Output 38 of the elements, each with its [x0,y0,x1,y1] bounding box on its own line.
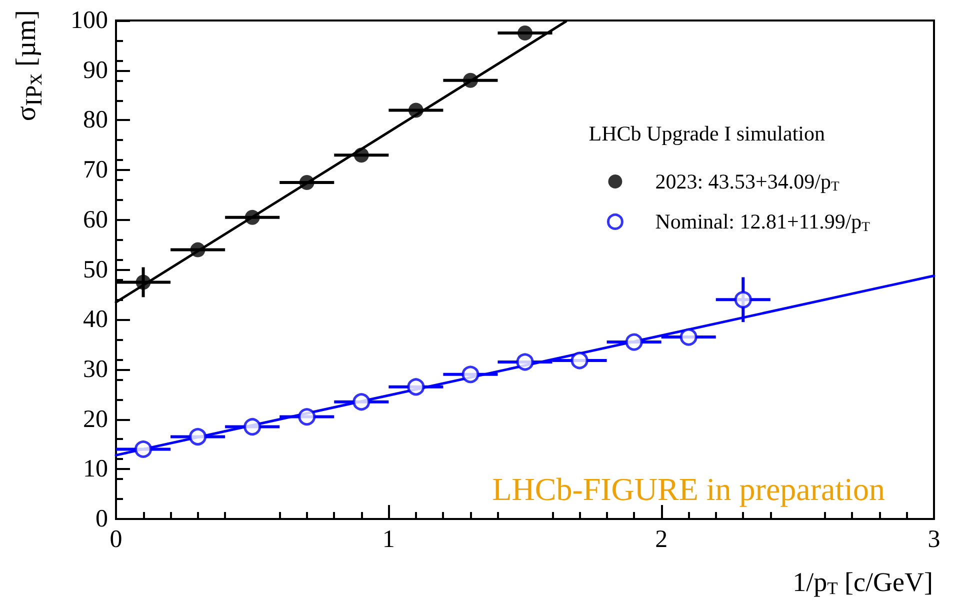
point [734,290,752,308]
y-tick-label: 90 [83,56,108,84]
point [299,175,314,190]
y-tick-label: 100 [70,7,108,34]
point [518,25,532,40]
y-tick-label: 30 [83,356,108,383]
point [244,210,260,225]
point [189,428,207,446]
y-tick-label: 20 [83,406,108,433]
point [134,440,152,458]
legend-title: LHCb Upgrade I simulation [588,122,826,146]
y-tick-label: 70 [83,156,108,184]
x-tick-label: 1 [382,526,395,553]
point [244,418,262,436]
point [462,366,480,384]
point [680,328,698,346]
y-tick-label: 80 [83,106,108,134]
point [190,242,206,258]
point [352,393,370,411]
y-tick-label: 0 [96,506,108,532]
point [354,148,369,163]
y-tick-label: 40 [83,306,108,334]
point [298,408,316,426]
annotation: LHCb-FIGURE in preparation [492,471,885,507]
x-tick-label: 3 [928,526,940,553]
point [625,333,643,351]
point [570,352,588,370]
legend-label: 2023: 43.53+34.09/pT [655,170,840,194]
point [407,378,425,396]
point [408,102,424,118]
y-tick-label: 50 [83,256,108,284]
point [136,274,151,290]
y-tick-label: 60 [83,206,108,234]
y-tick-label: 10 [83,456,108,483]
point [516,353,534,371]
x-tick-label: 2 [655,526,668,553]
legend-label: Nominal: 12.81+11.99/pT [655,210,871,234]
point [462,72,478,88]
